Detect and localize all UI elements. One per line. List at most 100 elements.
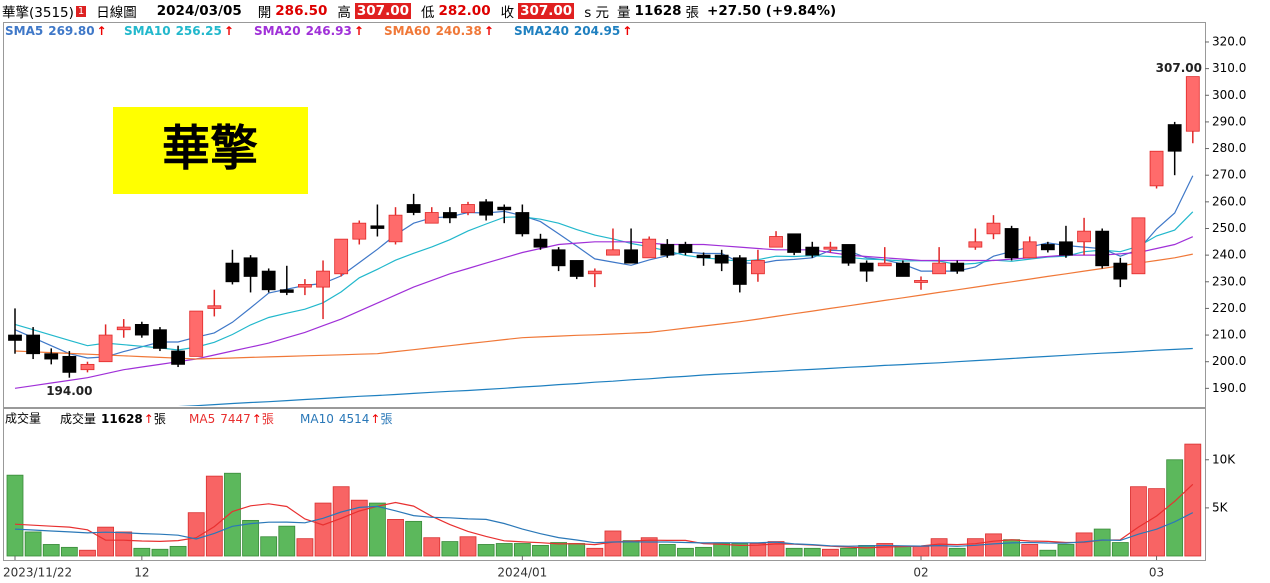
candle-body [1095,230,1110,267]
volume-bar [387,519,404,557]
volume-bar [568,543,586,557]
field-label: 開 [257,5,272,21]
x-tick-label: 03 [1149,566,1164,580]
ma-line [14,175,1194,359]
volume-bar [368,502,386,557]
volume-bar [205,475,223,557]
y-tick-label: 210.0 [1212,328,1246,342]
volume-bar [532,545,549,557]
currency: s 元 [584,5,610,21]
candle-body [1167,124,1182,152]
candle-body [461,204,475,213]
volume-bar [60,546,78,557]
volume-bar [731,543,749,557]
candle-body [442,212,457,219]
candle-body [515,212,530,235]
candle-body [533,238,548,248]
legend-value: 256.25 [176,24,222,38]
volume-bar [604,530,622,557]
legend-name: SMA240 [514,24,569,38]
volume-bar [42,544,60,557]
candle-body [388,214,403,243]
candle-body [352,222,367,240]
legend-arrow: ↑ [224,24,234,38]
legend-value: 7447 [220,412,251,426]
candle-body [751,260,765,275]
volume-bar [332,486,350,557]
legend-value: 246.93 [306,24,352,38]
volume-bar [840,547,857,557]
candle-body [1040,244,1055,251]
volume-bar [1166,459,1184,557]
y-tick-label: 260.0 [1212,194,1246,208]
x-tick-label: 12 [134,566,149,580]
volume-bar [695,546,712,557]
candle-body [642,238,657,259]
candle-body [134,324,149,336]
legend-entry: 成交量 11628↑張 [60,411,166,426]
volume-bar [586,547,604,557]
legend-entry: SMA5 269.80 ↑ [5,24,107,38]
candle-body [714,254,729,264]
label-box [113,107,308,194]
stock-name: 華擎(3515) [2,5,74,21]
volume-bar [405,520,423,557]
volume-bar [459,536,477,557]
candle-body [986,222,1001,235]
x-tick-label: 2023/11/22 [3,566,72,580]
field-label: 低 [421,5,435,21]
change: +27.50 (+9.84%) [707,3,837,19]
volume-bar [713,543,731,557]
candle-body [932,262,947,275]
candle-body [171,350,185,365]
volume-bar [1184,443,1202,557]
legend-entry: SMA10 256.25 ↑ [124,24,234,38]
candle-body [805,246,820,256]
label-box-text: 華擎 [162,121,258,177]
volume-bar [677,547,694,557]
volume-bar [187,512,205,557]
volume-label: 量 [617,5,631,21]
volume-bar [423,537,441,557]
date: 2024/03/05 [156,3,242,19]
candle-body [587,270,602,275]
volume-bar [858,545,876,557]
volume-bar [930,538,948,557]
legend-name: SMA10 [124,24,171,38]
legend-entry: SMA240 204.95 ↑ [514,24,632,38]
candle-body [950,262,965,272]
field-value: 282.00 [438,3,491,19]
legend-unit: 張 [380,412,392,426]
legend-value: 269.80 [48,24,94,38]
volume-bar [314,502,332,557]
candle-body [1149,150,1164,187]
field-label: 收 [500,5,515,21]
ma-line [14,236,1194,389]
candle-body [479,201,494,216]
candle-body [787,233,802,253]
candle-body [153,329,167,349]
candle-body [62,355,77,373]
field-value: 286.50 [275,3,328,19]
volume-bar [1021,544,1039,557]
volume-bar [115,531,133,557]
volume-bar [966,538,984,557]
candle-body [1004,228,1019,259]
volume-bar [278,525,296,557]
volume-bar [79,549,96,557]
y-tick-label: 290.0 [1212,114,1246,128]
volume-bar [151,548,169,557]
volume-bar [441,541,459,557]
volume-bar [1039,549,1057,557]
y-tick-label: 270.0 [1212,168,1246,182]
volume-bar [948,547,966,557]
volume-bar [658,544,676,557]
volume-bar [169,545,187,557]
y-tick-label: 310.0 [1212,61,1246,75]
volume-bar [550,542,567,557]
ma-line [14,483,1194,549]
volume-bar [803,547,821,557]
legend-name: MA5 [189,412,215,426]
candle-body [225,262,240,283]
